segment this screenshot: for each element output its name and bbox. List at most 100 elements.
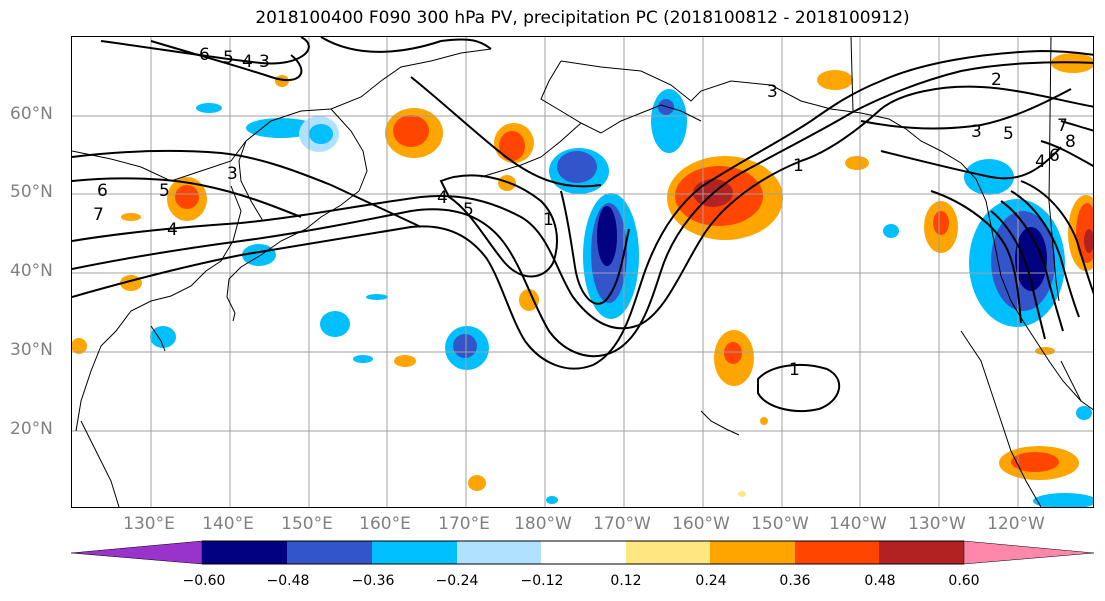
contour-label: 1 xyxy=(789,360,800,380)
colorbar-tick: −0.36 xyxy=(351,573,395,589)
positive-anomaly-patch xyxy=(1011,452,1059,472)
lat-label-30: 30°N xyxy=(10,340,53,360)
pv-contours xyxy=(72,37,1093,413)
negative-anomaly-patch xyxy=(546,496,558,504)
contour-label: 6 xyxy=(1049,146,1060,166)
positive-anomaly-patch xyxy=(72,338,87,354)
lon-label-160e: 160°E xyxy=(359,514,411,534)
lat-label-20: 20°N xyxy=(10,419,53,439)
positive-anomaly-patch xyxy=(519,289,539,311)
colorbar-tick: 0.24 xyxy=(695,573,727,589)
lon-label-170e: 170°E xyxy=(438,514,490,534)
positive-anomaly-patch xyxy=(817,70,853,90)
contour-label: 3 xyxy=(227,164,238,184)
negative-anomaly-patch xyxy=(453,334,477,358)
positive-anomaly-patch xyxy=(845,156,869,170)
positive-anomaly-patch xyxy=(394,355,416,367)
contour-label: 1 xyxy=(793,156,804,176)
contour-label: 4 xyxy=(1035,152,1046,172)
negative-anomaly-patch xyxy=(353,355,373,363)
contour-label: 1 xyxy=(543,210,554,230)
lon-label-140w: 140°W xyxy=(829,514,887,534)
lat-label-40: 40°N xyxy=(10,261,53,281)
contour-label: 4 xyxy=(242,52,253,72)
contour-label: 3 xyxy=(767,82,778,102)
colorbar-segment xyxy=(879,541,964,564)
positive-anomaly-patch xyxy=(468,475,486,491)
colorbar xyxy=(70,540,1095,565)
positive-anomaly-patch xyxy=(498,175,516,191)
negative-anomaly-patch xyxy=(883,224,899,238)
contour-label: 4 xyxy=(437,188,448,208)
positive-anomaly-patch xyxy=(1035,347,1055,355)
positive-anomaly-patch xyxy=(724,342,742,364)
colorbar-segment xyxy=(626,541,710,564)
colorbar-tick: 0.48 xyxy=(864,573,896,589)
colorbar-tick: 0.12 xyxy=(610,573,642,589)
positive-anomaly-patch xyxy=(738,491,746,497)
positive-anomaly-patch xyxy=(393,115,429,147)
lon-label-130w: 130°W xyxy=(908,514,966,534)
colorbar-segment xyxy=(457,541,541,564)
positive-anomaly-patch xyxy=(275,75,289,87)
negative-anomaly-patch xyxy=(1015,227,1047,291)
lat-label-60: 60°N xyxy=(10,104,53,124)
negative-anomaly-patch xyxy=(242,244,276,266)
negative-anomaly-patch xyxy=(1033,493,1093,507)
positive-anomaly-patch xyxy=(175,185,199,209)
colorbar-segment xyxy=(710,541,795,564)
contour-label: 5 xyxy=(1003,124,1014,144)
map-title: 2018100400 F090 300 hPa PV, precipitatio… xyxy=(255,8,910,28)
colorbar-segment xyxy=(541,541,626,564)
negative-anomaly-patch xyxy=(557,151,597,183)
lon-label-130e: 130°E xyxy=(123,514,175,534)
colorbar-tick: 0.36 xyxy=(779,573,811,589)
contour-label: 6 xyxy=(199,45,210,65)
coastlines xyxy=(72,37,1093,507)
positive-anomaly-patch xyxy=(1084,229,1093,253)
lon-label-150e: 150°E xyxy=(281,514,333,534)
map-panel: 6 5 4 3 6 5 7 4 3 4 5 1 1 3 2 1 5 7 8 6 … xyxy=(71,36,1094,508)
colorbar-tick: −0.60 xyxy=(182,573,226,589)
negative-anomaly-patch xyxy=(320,311,350,337)
negative-anomaly-patch xyxy=(309,124,333,144)
colorbar-tick: −0.24 xyxy=(435,573,479,589)
colorbar-segment xyxy=(795,541,879,564)
colorbar-segment xyxy=(202,541,287,564)
contour-label: 7 xyxy=(1057,116,1068,136)
contour-label: 2 xyxy=(991,70,1002,90)
precip-anomaly-fills xyxy=(72,53,1093,507)
colorbar-tick: −0.48 xyxy=(266,573,310,589)
contour-label: 3 xyxy=(259,52,270,72)
lon-label-160w: 160°W xyxy=(672,514,730,534)
colorbar-segment xyxy=(287,541,372,564)
contour-label: 6 xyxy=(97,181,108,201)
positive-anomaly-patch xyxy=(760,417,768,425)
contour-label: 8 xyxy=(1065,132,1076,152)
positive-anomaly-patch xyxy=(933,211,949,235)
lon-label-120w: 120°W xyxy=(987,514,1045,534)
contour-label: 5 xyxy=(159,181,170,201)
contour-label: 5 xyxy=(463,200,474,220)
contour-label: 3 xyxy=(971,122,982,142)
negative-anomaly-patch xyxy=(1076,406,1092,420)
lon-label-150w: 150°W xyxy=(751,514,809,534)
negative-anomaly-patch xyxy=(246,118,316,138)
colorbar-tick: 0.60 xyxy=(948,573,980,589)
negative-anomaly-patch xyxy=(651,89,687,153)
negative-anomaly-patch xyxy=(366,294,388,300)
lon-label-180w: 180°W xyxy=(514,514,572,534)
negative-anomaly-patch xyxy=(597,206,617,266)
colorbar-segment xyxy=(372,541,457,564)
contour-label: 4 xyxy=(167,220,178,240)
positive-anomaly-patch xyxy=(121,213,141,221)
lon-label-170w: 170°W xyxy=(593,514,651,534)
map-canvas: 6 5 4 3 6 5 7 4 3 4 5 1 1 3 2 1 5 7 8 6 … xyxy=(72,37,1093,507)
negative-anomaly-patch xyxy=(150,326,176,348)
colorbar-segment xyxy=(70,540,203,565)
contour-labels: 6 5 4 3 6 5 7 4 3 4 5 1 1 3 2 1 5 7 8 6 … xyxy=(93,45,1076,380)
colorbar-tick: −0.12 xyxy=(520,573,564,589)
colorbar-segment xyxy=(963,540,1095,565)
positive-anomaly-patch xyxy=(499,131,525,161)
contour-label: 5 xyxy=(223,48,234,68)
